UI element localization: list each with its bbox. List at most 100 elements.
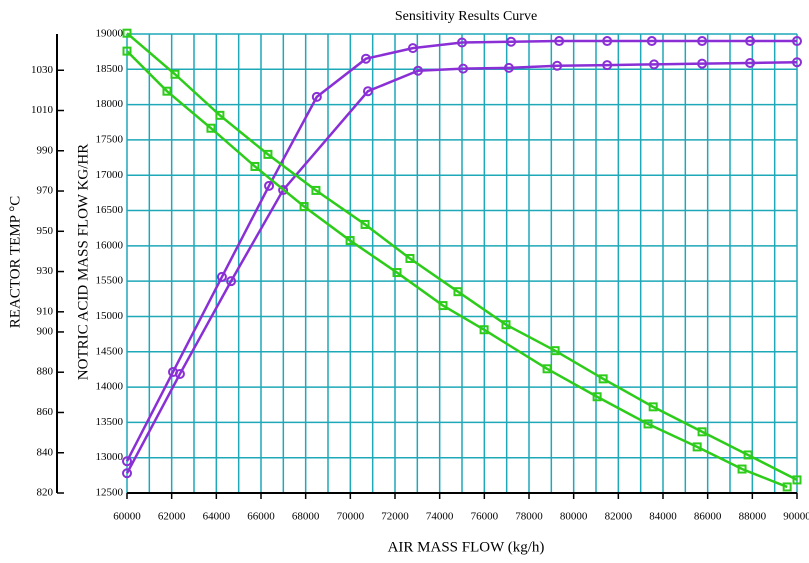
chart-title: Sensitivity Results Curve bbox=[395, 9, 537, 24]
data-point bbox=[215, 110, 225, 120]
data-point bbox=[598, 374, 608, 384]
x-tick-label: 70000 bbox=[337, 511, 365, 523]
data-point bbox=[122, 28, 132, 38]
data-point bbox=[646, 36, 657, 47]
y2-tick-label: 15500 bbox=[96, 275, 124, 287]
data-point bbox=[311, 91, 322, 102]
x-tick-label: 74000 bbox=[426, 511, 454, 523]
data-point bbox=[216, 271, 227, 282]
series-line bbox=[126, 50, 788, 489]
data-point bbox=[299, 202, 309, 212]
data-point bbox=[643, 419, 653, 429]
x-tick-label: 80000 bbox=[560, 511, 588, 523]
data-point bbox=[453, 287, 463, 297]
y2-tick-label: 18000 bbox=[96, 98, 124, 110]
data-point bbox=[503, 62, 514, 73]
y-tick-label: 840 bbox=[37, 446, 54, 458]
data-point bbox=[737, 464, 747, 474]
data-point bbox=[438, 301, 448, 311]
data-point bbox=[501, 320, 511, 330]
data-point bbox=[592, 392, 602, 402]
series-line bbox=[126, 32, 798, 482]
data-point bbox=[479, 325, 489, 335]
x-tick-label: 60000 bbox=[113, 511, 141, 523]
y-tick-label: 970 bbox=[37, 185, 54, 197]
data-point bbox=[649, 59, 660, 70]
data-point bbox=[362, 86, 373, 97]
data-point bbox=[250, 161, 260, 171]
y-tick-label: 1010 bbox=[31, 104, 54, 116]
data-point bbox=[552, 60, 563, 71]
y2-tick-label: 15000 bbox=[96, 310, 124, 322]
y-tick-label: 910 bbox=[37, 305, 54, 317]
data-point bbox=[345, 236, 355, 246]
series-line bbox=[125, 60, 798, 474]
data-point bbox=[457, 37, 467, 48]
y2-tick-label: 16000 bbox=[96, 239, 124, 251]
data-point bbox=[692, 442, 702, 452]
x-tick-label: 88000 bbox=[739, 511, 767, 523]
data-point bbox=[792, 36, 802, 47]
x-tick-label: 82000 bbox=[605, 511, 633, 523]
data-point bbox=[264, 180, 275, 191]
data-point bbox=[206, 123, 216, 133]
y2-tick-label: 14500 bbox=[96, 345, 124, 357]
x-tick-label: 66000 bbox=[247, 511, 275, 523]
x-tick-label: 62000 bbox=[158, 511, 186, 523]
x-tick-label: 76000 bbox=[471, 511, 499, 523]
y-axis-title: REACTOR TEMP °C bbox=[7, 196, 23, 328]
data-point bbox=[360, 53, 371, 64]
data-point bbox=[554, 36, 565, 47]
data-point bbox=[743, 450, 753, 460]
y2-tick-label: 17500 bbox=[96, 133, 124, 145]
data-point bbox=[648, 402, 658, 412]
data-point bbox=[407, 43, 418, 54]
x-tick-label: 84000 bbox=[649, 511, 677, 523]
data-point bbox=[602, 60, 613, 71]
y2-axis-title: NOTRIC ACID MASS FLOW KG/HR bbox=[75, 144, 91, 380]
y-tick-label: 930 bbox=[37, 265, 54, 277]
data-point bbox=[162, 86, 172, 96]
y-tick-label: 860 bbox=[37, 406, 54, 418]
data-point bbox=[697, 58, 708, 69]
data-point bbox=[602, 36, 613, 47]
data-point bbox=[697, 36, 708, 47]
y2-tick-label: 13500 bbox=[96, 416, 124, 428]
data-point bbox=[360, 219, 370, 229]
data-point bbox=[745, 36, 756, 47]
x-tick-label: 90000 bbox=[783, 511, 809, 523]
data-point bbox=[413, 65, 424, 76]
data-point bbox=[170, 69, 180, 79]
y2-tick-label: 18500 bbox=[96, 63, 124, 75]
series-line bbox=[125, 39, 797, 462]
y-tick-label: 900 bbox=[37, 325, 54, 337]
data-point bbox=[792, 475, 802, 485]
data-point bbox=[745, 57, 756, 68]
y2-tick-label: 13000 bbox=[96, 451, 124, 463]
y-tick-label: 1030 bbox=[31, 64, 54, 76]
data-point bbox=[174, 368, 185, 379]
data-point bbox=[122, 456, 132, 467]
data-point bbox=[122, 468, 132, 479]
x-tick-label: 64000 bbox=[203, 511, 231, 523]
data-point bbox=[542, 364, 552, 374]
y2-tick-label: 19000 bbox=[96, 28, 124, 40]
data-point bbox=[550, 346, 560, 356]
data-point bbox=[122, 46, 132, 56]
x-tick-label: 68000 bbox=[292, 511, 320, 523]
data-point bbox=[458, 63, 469, 74]
data-point bbox=[697, 427, 707, 437]
x-tick-label: 78000 bbox=[515, 511, 543, 523]
y2-tick-label: 16500 bbox=[96, 204, 124, 216]
y-tick-label: 820 bbox=[37, 487, 54, 499]
y-tick-label: 950 bbox=[37, 225, 54, 237]
data-point bbox=[263, 149, 273, 159]
x-axis-title: AIR MASS FLOW (kg/h) bbox=[388, 539, 545, 555]
data-point bbox=[792, 57, 802, 68]
y-tick-label: 990 bbox=[37, 144, 54, 156]
x-tick-label: 72000 bbox=[381, 511, 409, 523]
data-point bbox=[405, 253, 415, 263]
x-tick-label: 86000 bbox=[694, 511, 722, 523]
y-tick-label: 880 bbox=[37, 366, 54, 378]
